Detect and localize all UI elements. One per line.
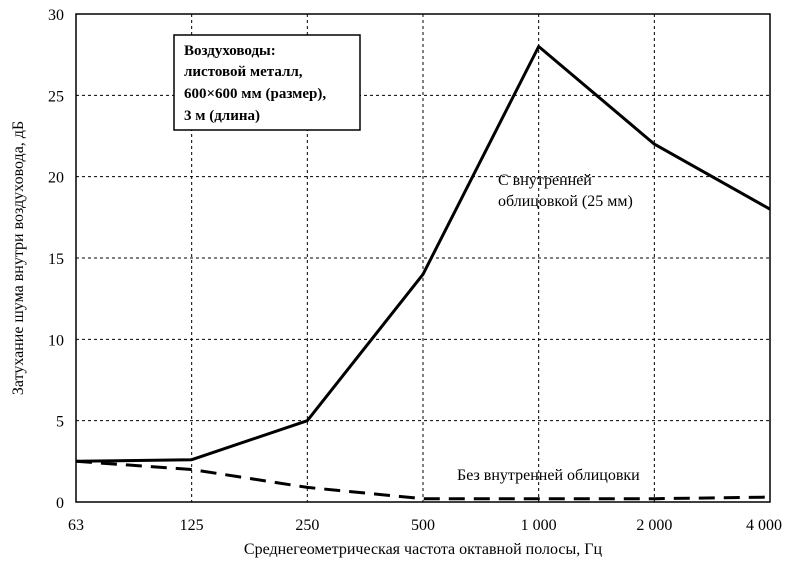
y-tick-labels: 0 5 10 15 20 25 30: [48, 7, 64, 512]
series-label-lined-line-1: С внутренней: [498, 172, 592, 189]
x-tick-labels: 63 125 250 500 1 000 2 000 4 000: [68, 517, 782, 534]
annotation-box: Воздуховоды: листовой металл, 600×600 мм…: [173, 34, 361, 131]
x-axis-title: Среднегеометрическая частота октавной по…: [244, 541, 603, 558]
annotation-line-4: 3 м (длина): [184, 108, 260, 124]
y-tick-label: 5: [56, 414, 64, 431]
annotation-line-3: 600×600 мм (размер),: [184, 86, 326, 102]
annotation-line-1: Воздуховоды:: [184, 43, 276, 59]
series-lines: [75, 45, 771, 501]
annotation-box-frame: [173, 34, 361, 131]
y-tick-label: 15: [48, 251, 64, 268]
series-label-lined-line-2: облицовкой (25 мм): [498, 193, 633, 210]
x-tick-label: 63: [68, 517, 84, 534]
annotation-line-2: листовой металл,: [184, 64, 303, 80]
series-line-lined: [75, 45, 771, 463]
x-tick-label: 125: [180, 517, 204, 534]
x-tick-label: 500: [411, 517, 435, 534]
x-tick-label: 4 000: [746, 517, 782, 534]
grid-lines: [76, 14, 770, 502]
y-axis-title: Затухание шума внутри воздуховода, дБ: [10, 121, 27, 395]
y-tick-label: 0: [56, 495, 64, 512]
plot-frame: [75, 13, 771, 503]
x-tick-label: 2 000: [636, 517, 672, 534]
series-line-unlined: [75, 459, 771, 501]
series-label-unlined: Без внутренней облицовки: [457, 467, 640, 484]
y-tick-label: 25: [48, 88, 64, 105]
y-tick-label: 20: [48, 170, 64, 187]
x-tick-label: 250: [295, 517, 319, 534]
y-tick-label: 10: [48, 332, 64, 349]
x-tick-label: 1 000: [521, 517, 557, 534]
y-tick-label: 30: [48, 7, 64, 24]
